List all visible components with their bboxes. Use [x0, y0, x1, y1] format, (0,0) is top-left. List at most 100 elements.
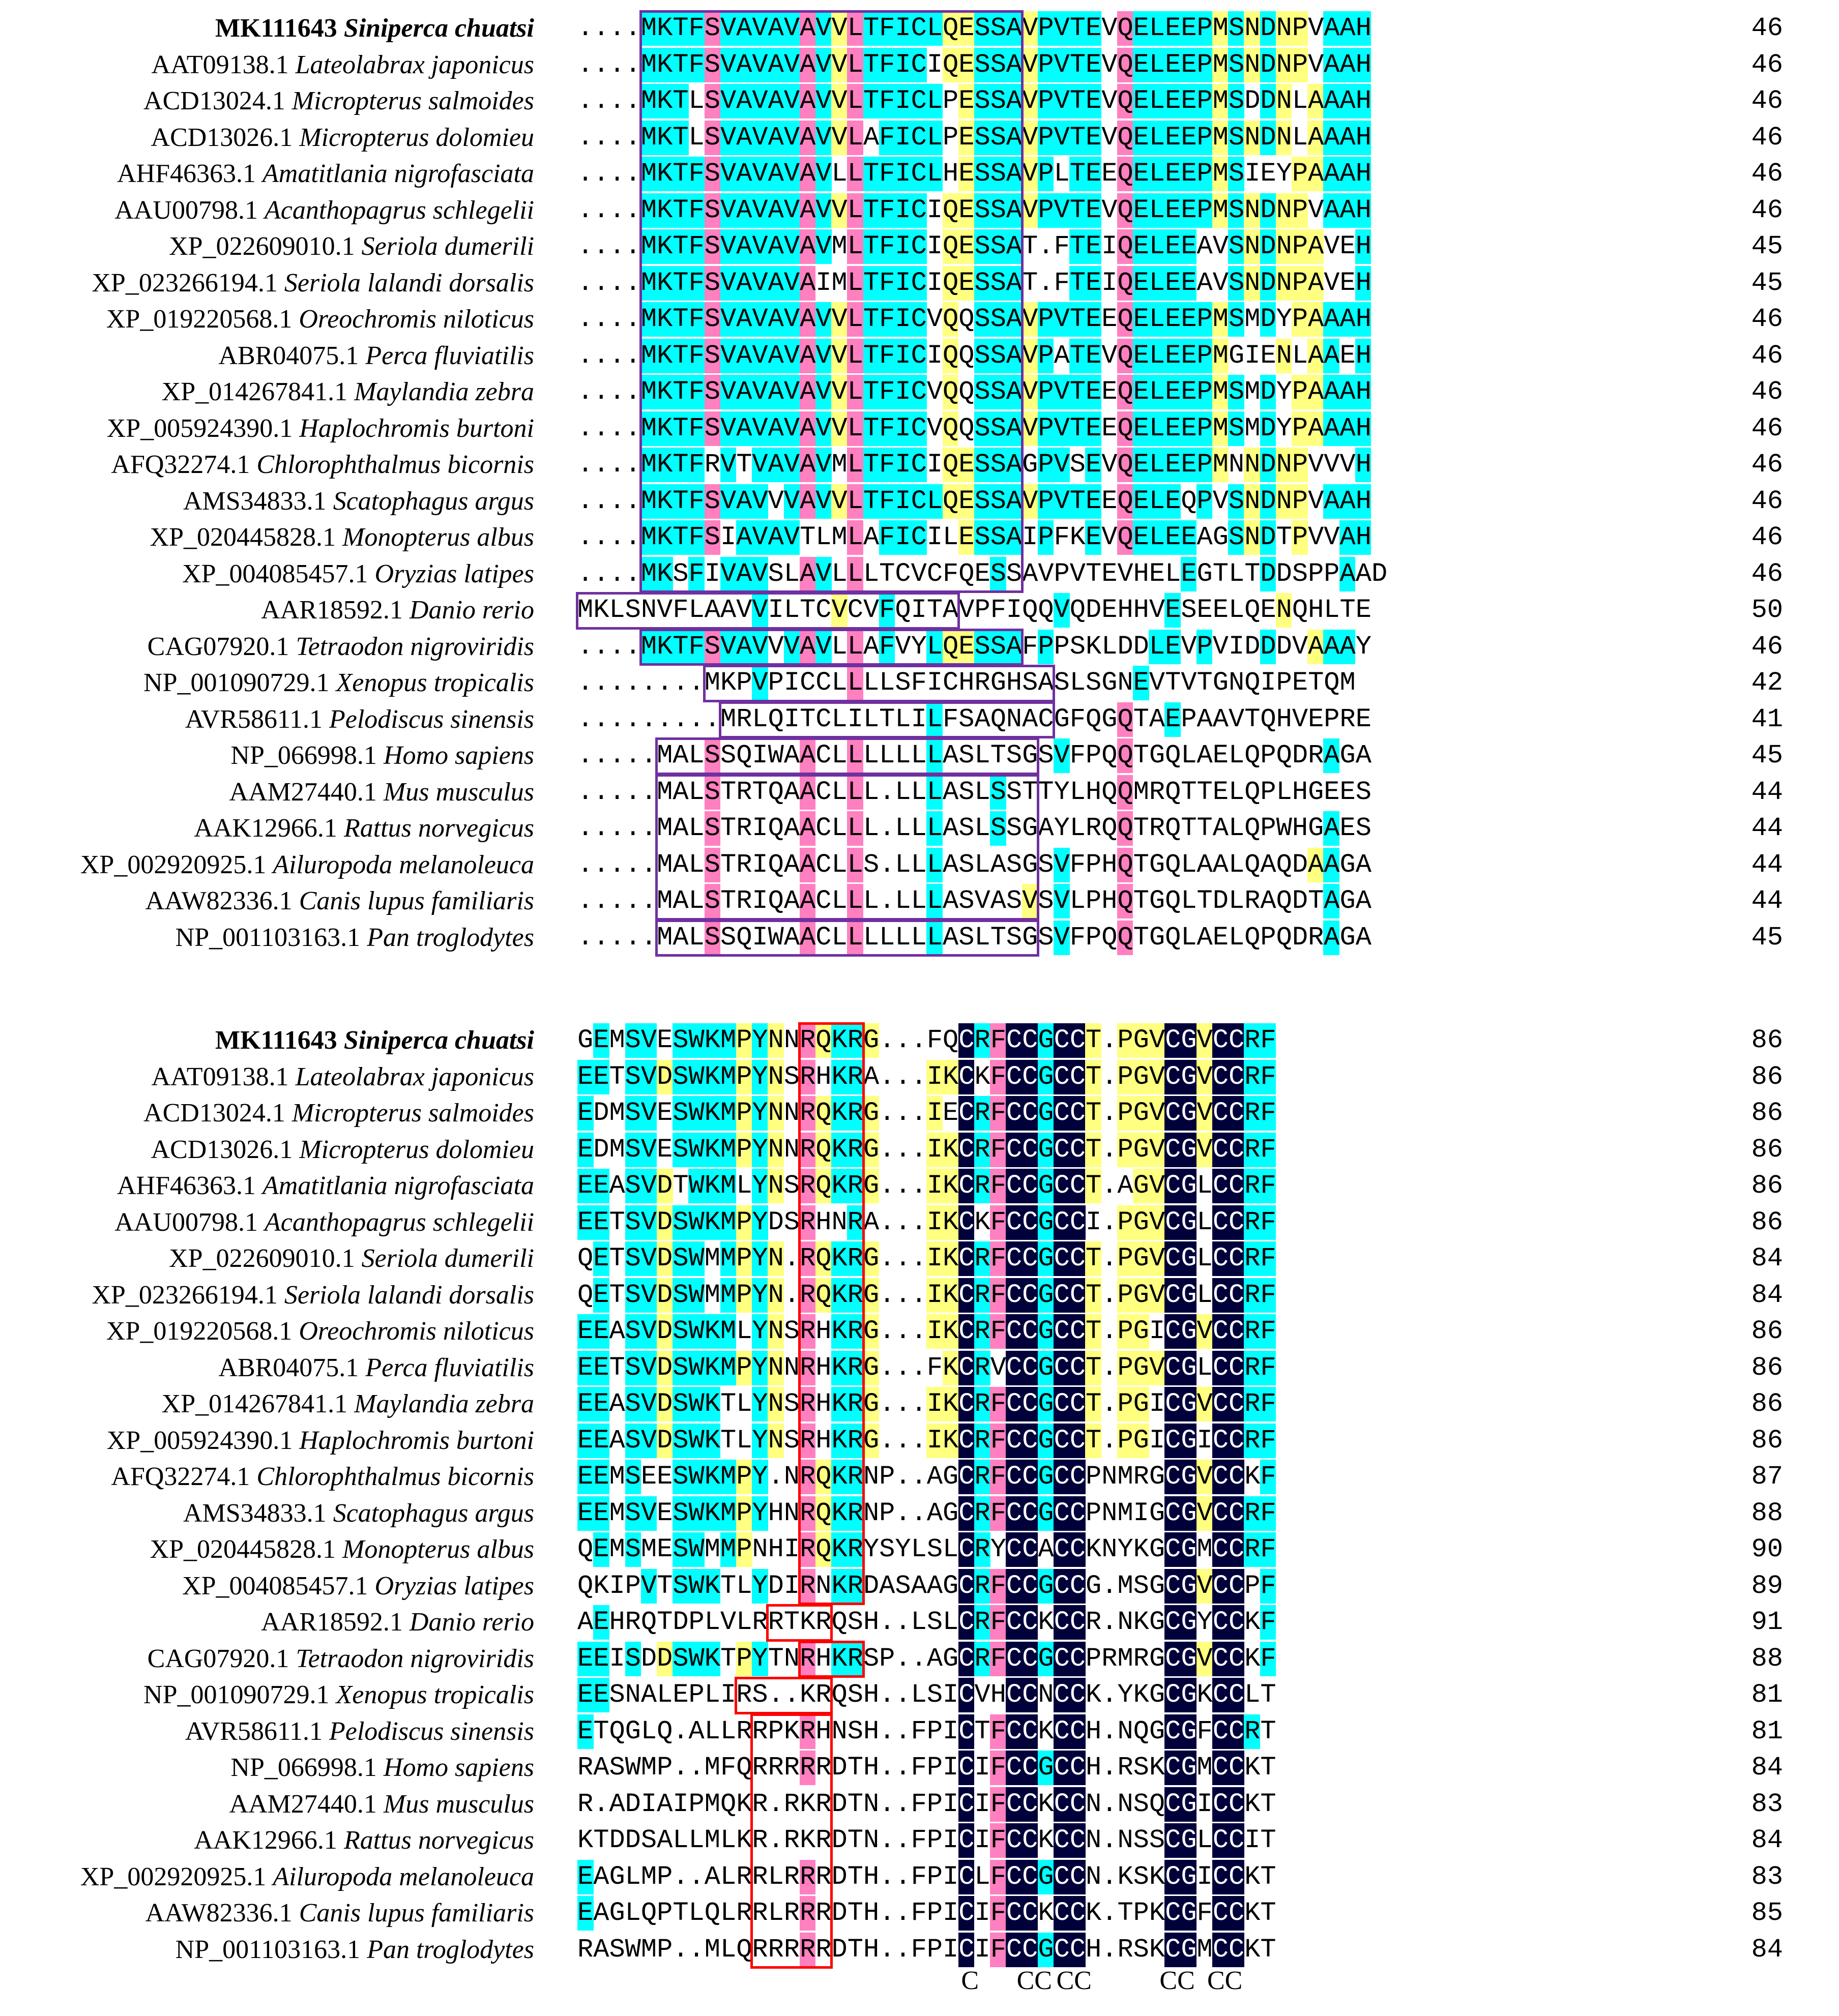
- conservation-cell: [895, 375, 911, 409]
- conservation-cell: [1006, 448, 1023, 482]
- conservation-cell: [1275, 484, 1292, 519]
- residue-count: 46: [1751, 122, 1783, 153]
- accession-id: XP_022609010.1: [169, 1244, 355, 1273]
- sequence-label: CAG07920.1 Tetraodon nigroviridis: [148, 1641, 534, 1677]
- conservation-cell: [799, 847, 816, 882]
- cleavage-site-box: [735, 1677, 833, 1714]
- conservation-cell: [1212, 84, 1229, 118]
- conservation-cell: [688, 629, 705, 664]
- conservation-cell: [1244, 1169, 1261, 1203]
- conservation-cell: [1323, 847, 1340, 882]
- conservation-cell: [657, 229, 673, 264]
- conservation-cell: [640, 47, 657, 82]
- conservation-cell: [593, 1205, 609, 1240]
- residue-count: 84: [1751, 1825, 1783, 1855]
- conservation-cell: [974, 411, 990, 446]
- conservation-cell: [958, 1023, 975, 1058]
- residue-count: 45: [1751, 268, 1783, 298]
- conservation-cell: [1006, 265, 1023, 301]
- conservation-cell: [720, 1096, 737, 1131]
- conservation-cell: [673, 520, 689, 555]
- conservation-cell: [1260, 375, 1276, 409]
- species-name: Acanthopagrus schlegelii: [264, 195, 534, 225]
- conservation-cell: [863, 193, 880, 228]
- conservation-cell: [847, 302, 864, 337]
- conservation-cell: [1006, 411, 1023, 446]
- conservation-cell: [1037, 338, 1054, 373]
- conservation-cell: [799, 193, 816, 228]
- conservation-cell: [657, 11, 673, 46]
- conservation-cell: [815, 1132, 832, 1167]
- sequence-residues: .....MALSSQIWAACLLLLLLLASLTSGSVFPQQTGQLA…: [577, 740, 1371, 770]
- species-name: Micropterus dolomieu: [299, 1135, 534, 1164]
- residue-count: 86: [1751, 1098, 1783, 1128]
- sequence-label: NP_066998.1 Homo sapiens: [230, 1750, 534, 1786]
- conservation-cell: [768, 302, 784, 337]
- conservation-cell: [1228, 157, 1244, 191]
- conservation-cell: [1180, 520, 1197, 555]
- conservation-cell: [815, 338, 832, 373]
- conservation-cell: [720, 411, 737, 446]
- conservation-cell: [815, 1023, 832, 1058]
- conservation-cell: [815, 556, 832, 591]
- conservation-cell: [847, 847, 864, 882]
- conservation-cell: [1307, 411, 1324, 446]
- sequence-label: MK111643 Siniperca chuatsi: [215, 1022, 534, 1059]
- conservation-cell: [720, 1169, 737, 1203]
- conservation-cell: [1054, 1059, 1070, 1094]
- cysteine-label: CC: [1207, 1966, 1243, 1995]
- accession-id: XP_022609010.1: [169, 232, 355, 261]
- conservation-cell: [799, 411, 816, 446]
- cleavage-site-box: [798, 1640, 865, 1678]
- conservation-cell: [815, 1096, 832, 1131]
- conservation-cell: [704, 47, 721, 82]
- conservation-cell: [1212, 302, 1229, 337]
- conservation-cell: [640, 193, 657, 228]
- conservation-cell: [1085, 338, 1102, 373]
- conservation-cell: [1069, 193, 1086, 228]
- conservation-cell: [911, 11, 927, 46]
- conservation-cell: [720, 448, 737, 482]
- conservation-cell: [1212, 47, 1229, 82]
- conservation-cell: [895, 229, 911, 264]
- sequence-label: XP_019220568.1 Oreochromis niloticus: [106, 1313, 534, 1350]
- accession-id: NP_066998.1: [230, 741, 377, 770]
- conservation-cell: [577, 1169, 594, 1203]
- species-name: Scatophagus argus: [333, 1498, 534, 1528]
- conservation-cell: [879, 120, 895, 155]
- conservation-cell: [911, 302, 927, 337]
- conservation-cell: [847, 629, 864, 664]
- conservation-cell: [1149, 265, 1165, 301]
- accession-id: AAU00798.1: [114, 1207, 258, 1237]
- conservation-cell: [1275, 448, 1292, 482]
- sequence-residues: EDMSVESWKMPYNNRQKRG...IKCRFCCGCCT.PGVCGV…: [577, 1134, 1276, 1165]
- accession-id: ACD13026.1: [151, 123, 293, 152]
- conservation-cell: [1054, 47, 1070, 82]
- conservation-cell: [942, 1169, 959, 1203]
- conservation-cell: [1133, 302, 1149, 337]
- conservation-cell: [831, 593, 848, 628]
- residue-count: 44: [1751, 849, 1783, 880]
- accession-id: AAK12966.1: [194, 814, 337, 843]
- conservation-cell: [1228, 1169, 1244, 1203]
- conservation-cell: [673, 375, 689, 409]
- conservation-cell: [1133, 84, 1149, 118]
- conservation-cell: [673, 1059, 689, 1094]
- conservation-cell: [895, 11, 911, 46]
- conservation-cell: [673, 229, 689, 264]
- conservation-cell: [720, 484, 737, 519]
- species-name: Ailuropoda melanoleuca: [273, 850, 534, 879]
- conservation-cell: [847, 520, 864, 555]
- conservation-cell: [1021, 157, 1038, 191]
- conservation-cell: [1323, 193, 1340, 228]
- conservation-cell: [847, 375, 864, 409]
- conservation-cell: [1339, 302, 1356, 337]
- conservation-cell: [752, 520, 768, 555]
- conservation-cell: [1164, 47, 1181, 82]
- conservation-cell: [673, 629, 689, 664]
- species-name: Seriola dumerili: [361, 232, 534, 261]
- accession-id: MK111643: [215, 1026, 337, 1055]
- conservation-cell: [1164, 265, 1181, 301]
- conservation-cell: [704, 920, 721, 955]
- conservation-cell: [1085, 1169, 1102, 1203]
